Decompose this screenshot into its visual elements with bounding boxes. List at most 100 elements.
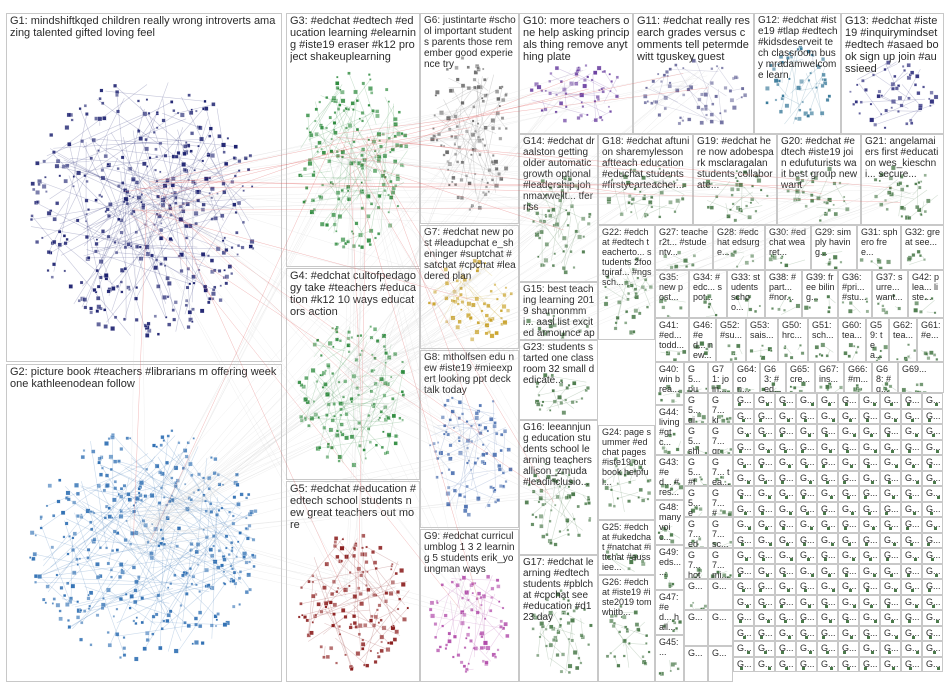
vertex xyxy=(66,497,71,502)
vertex xyxy=(357,586,361,590)
intra-edge xyxy=(615,277,628,329)
vertex xyxy=(244,527,248,531)
vertex xyxy=(495,578,500,583)
intra-edge xyxy=(459,147,469,188)
vertex xyxy=(354,357,359,362)
vertex xyxy=(691,384,694,388)
vertex xyxy=(104,441,109,446)
vertex xyxy=(194,549,199,555)
vertex xyxy=(118,513,124,519)
vertex xyxy=(700,92,704,97)
vertex xyxy=(926,198,931,204)
vertex xyxy=(628,559,634,565)
vertex xyxy=(327,159,332,164)
vertex xyxy=(332,612,336,616)
vertex xyxy=(604,296,608,300)
vertex xyxy=(85,179,89,184)
intra-edge xyxy=(73,219,214,291)
vertex xyxy=(319,645,323,649)
vertex xyxy=(373,356,377,360)
group-small-tile: G... xyxy=(880,517,901,533)
vertex xyxy=(373,369,376,372)
vertex xyxy=(319,373,322,377)
vertex xyxy=(535,381,540,386)
vertex xyxy=(151,632,155,636)
intra-edge xyxy=(139,105,155,133)
vertex xyxy=(614,457,618,461)
vertex xyxy=(676,667,680,671)
vertex xyxy=(328,115,332,120)
vertex xyxy=(191,320,194,323)
intra-edge xyxy=(362,168,369,197)
intra-edge xyxy=(558,206,573,239)
intra-edge xyxy=(549,70,584,82)
vertex xyxy=(767,620,770,623)
vertex xyxy=(383,175,387,179)
intra-edge xyxy=(452,87,470,100)
vertex xyxy=(213,216,218,221)
intra-edge xyxy=(64,520,89,596)
vertex xyxy=(476,591,482,596)
intra-edge xyxy=(314,101,340,200)
vertex xyxy=(216,192,219,195)
vertex xyxy=(122,646,127,651)
group-small-tile: G... xyxy=(733,455,754,471)
vertex xyxy=(888,480,891,484)
vertex xyxy=(103,308,107,312)
group-small-tile: G... xyxy=(880,641,901,657)
vertex xyxy=(685,265,689,269)
vertex xyxy=(873,122,878,127)
vertex xyxy=(160,202,166,208)
intra-edge xyxy=(340,402,389,405)
intra-edge xyxy=(449,424,488,432)
intra-edge xyxy=(552,390,560,409)
vertex xyxy=(564,92,568,96)
group-g41: G41: #ed... todd... xyxy=(655,318,689,362)
vertex xyxy=(881,304,885,308)
vertex xyxy=(886,558,889,561)
group-small-tile: G... xyxy=(901,439,922,455)
vertex xyxy=(789,299,792,303)
vertex xyxy=(197,610,203,615)
intra-edge xyxy=(353,383,388,389)
vertex xyxy=(55,573,59,577)
vertex xyxy=(341,538,345,541)
vertex xyxy=(831,542,834,546)
vertex xyxy=(486,503,491,508)
vertex xyxy=(186,266,191,271)
intra-edge xyxy=(392,103,395,150)
intra-edge xyxy=(363,83,377,125)
intra-edge xyxy=(109,446,199,646)
vertex xyxy=(935,403,938,406)
vertex xyxy=(211,291,216,297)
vertex xyxy=(123,245,128,250)
vertex xyxy=(162,495,166,499)
vertex xyxy=(603,301,609,307)
vertex xyxy=(709,205,714,210)
vertex xyxy=(699,475,702,479)
group-label: G... xyxy=(688,648,703,658)
vertex xyxy=(926,356,931,361)
vertex xyxy=(369,325,372,328)
intra-edge xyxy=(75,545,99,578)
vertex xyxy=(804,204,808,208)
vertex xyxy=(443,403,447,407)
vertex xyxy=(466,301,472,307)
vertex xyxy=(149,551,154,556)
vertex xyxy=(72,500,77,505)
vertex xyxy=(567,670,571,674)
vertex xyxy=(623,174,628,180)
vertex xyxy=(52,514,56,518)
vertex xyxy=(386,415,391,420)
group-small-tile: G... xyxy=(922,641,943,657)
intra-edge xyxy=(666,260,686,266)
group-small-tile: G... xyxy=(901,424,922,440)
vertex xyxy=(627,201,631,205)
vertex xyxy=(237,169,241,173)
vertex xyxy=(709,81,714,86)
vertex xyxy=(736,187,740,192)
intra-edge xyxy=(563,319,587,335)
intra-edge xyxy=(884,61,897,70)
group-label: G... xyxy=(863,472,877,483)
vertex xyxy=(890,106,893,109)
